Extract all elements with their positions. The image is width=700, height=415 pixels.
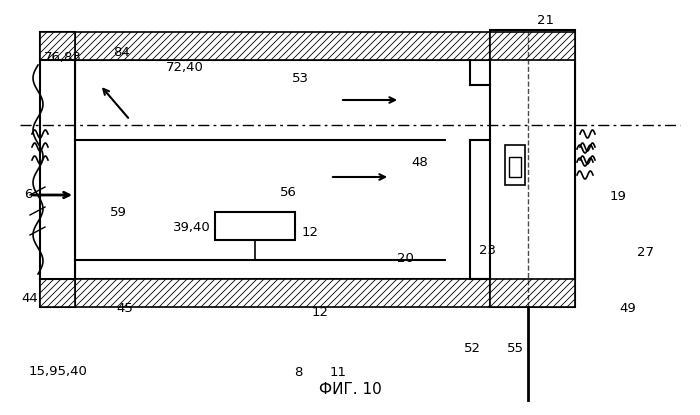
Text: 76,83: 76,83	[44, 51, 82, 64]
Text: 56: 56	[279, 186, 296, 200]
Text: 12: 12	[302, 227, 318, 239]
Text: 27: 27	[636, 246, 654, 259]
Text: ФИГ. 10: ФИГ. 10	[318, 383, 382, 398]
Bar	[490, 32, 575, 60]
Text: 55: 55	[507, 342, 524, 354]
Bar	[509, 157, 521, 177]
Bar	[490, 279, 575, 307]
Text: 49: 49	[620, 302, 636, 315]
Text: 11: 11	[330, 366, 346, 378]
Bar	[40, 32, 75, 307]
Text: 21: 21	[536, 14, 554, 27]
Text: 23: 23	[480, 244, 496, 256]
Text: 72,40: 72,40	[166, 61, 204, 75]
Bar	[505, 145, 525, 185]
Text: 19: 19	[610, 190, 627, 203]
Bar	[490, 30, 575, 307]
Text: 39,40: 39,40	[173, 222, 211, 234]
Bar	[40, 279, 75, 307]
Text: 52: 52	[463, 342, 480, 354]
Text: 20: 20	[397, 251, 414, 264]
Text: 59: 59	[110, 205, 127, 219]
Bar	[40, 32, 75, 60]
Bar	[75, 60, 575, 279]
Text: 44: 44	[22, 291, 38, 305]
Text: 6: 6	[24, 188, 32, 202]
Bar	[75, 32, 575, 60]
Bar	[215, 212, 295, 240]
Bar	[75, 279, 575, 307]
Text: 8: 8	[294, 366, 302, 378]
Text: 53: 53	[291, 71, 309, 85]
Text: 84: 84	[113, 46, 130, 59]
Text: 12: 12	[312, 307, 328, 320]
Text: 48: 48	[412, 156, 428, 168]
Text: 45: 45	[117, 302, 134, 315]
Text: 15,95,40: 15,95,40	[29, 366, 88, 378]
